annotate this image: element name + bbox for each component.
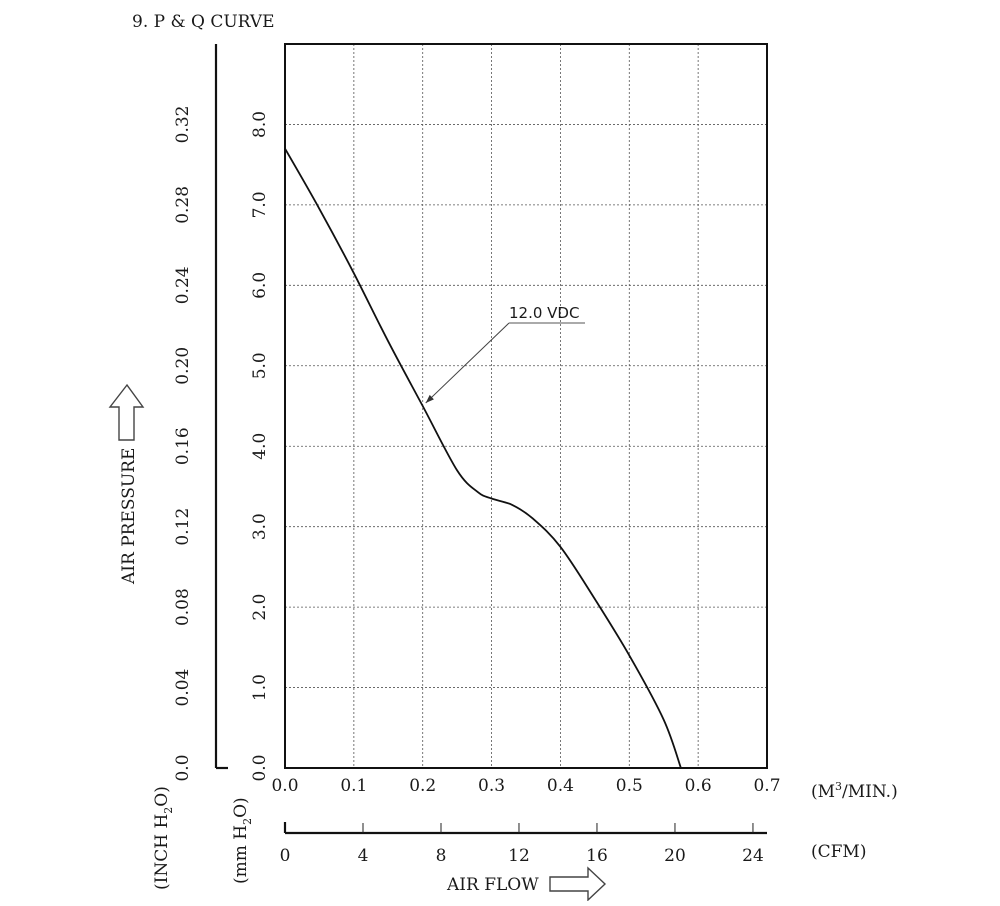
mm-tick-label: 3.0 — [250, 513, 270, 540]
m3-tick-label: 0.0 — [271, 776, 298, 796]
cfm-tick-label: 24 — [742, 846, 764, 866]
inch-tick-label: 0.04 — [173, 669, 193, 707]
cfm-tick-label: 4 — [358, 846, 369, 866]
x-axis-arrow-icon — [549, 866, 607, 902]
mm-tick-label: 7.0 — [250, 191, 270, 218]
inch-tick-label: 0.08 — [173, 588, 193, 626]
mm-tick-label: 1.0 — [250, 674, 270, 701]
cfm-tick-label: 12 — [508, 846, 530, 866]
inch-tick-label: 0.16 — [173, 427, 193, 465]
cfm-tick-label: 20 — [664, 846, 686, 866]
mm-tick-label: 5.0 — [250, 352, 270, 379]
plot-frame — [284, 43, 768, 769]
inch-tick-label: 0.28 — [173, 186, 193, 224]
inch-tick-label: 0.0 — [173, 754, 193, 781]
series-layer — [284, 148, 682, 769]
y-axis-arrow-icon — [108, 383, 145, 441]
mm-axis-tick-labels: 0.0 1.0 2.0 3.0 4.0 5.0 6.0 7.0 8.0 — [250, 111, 270, 782]
m3-tick-label: 0.7 — [753, 776, 780, 796]
mm-tick-label: 0.0 — [250, 754, 270, 781]
inch-axis-tick-labels: 0.0 0.04 0.08 0.12 0.16 0.20 0.24 0.28 0.32 — [173, 106, 193, 782]
m3-tick-label: 0.4 — [547, 776, 574, 796]
m3-tick-label: 0.2 — [409, 776, 436, 796]
mm-tick-label: 4.0 — [250, 433, 270, 460]
inch-tick-label: 0.12 — [173, 508, 193, 546]
inch-unit-label: (INCH H2O) — [152, 786, 175, 890]
mm-tick-label: 6.0 — [250, 272, 270, 299]
m3-tick-label: 0.3 — [478, 776, 505, 796]
cfm-tick-label: 16 — [586, 846, 608, 866]
cfm-axis-ticks: 0 4 8 12 16 20 24 — [280, 823, 764, 866]
chart-title: 9. P & Q CURVE — [132, 12, 275, 32]
m3-tick-label: 0.5 — [616, 776, 643, 796]
mm-unit-label: (mm H2O) — [231, 797, 254, 884]
series-annotation-label: 12.0 VDC — [509, 304, 579, 322]
inch-tick-label: 0.20 — [173, 347, 193, 385]
inch-tick-label: 0.32 — [173, 106, 193, 144]
cfm-unit-label: (CFM) — [811, 842, 866, 862]
cfm-tick-label: 0 — [280, 846, 291, 866]
inch-tick-label: 0.24 — [173, 266, 193, 304]
m3-tick-label: 0.6 — [685, 776, 712, 796]
annotation-layer: 12.0 VDC — [425, 304, 585, 404]
m3-unit-label: (M3/MIN.) — [811, 780, 898, 802]
m3-axis-tick-labels: 0.0 0.1 0.2 0.3 0.4 0.5 0.6 0.7 — [271, 776, 780, 796]
series-line-12vdc — [284, 148, 682, 769]
cfm-tick-label: 8 — [436, 846, 447, 866]
y-axis-title: AIR PRESSURE — [119, 448, 139, 585]
plot-grid — [285, 44, 767, 768]
annotation-arrowhead-icon — [425, 394, 434, 403]
mm-tick-label: 8.0 — [250, 111, 270, 138]
annotation-leader — [425, 322, 510, 404]
mm-tick-label: 2.0 — [250, 594, 270, 621]
m3-tick-label: 0.1 — [340, 776, 367, 796]
x-axis-title: AIR FLOW — [446, 875, 539, 895]
